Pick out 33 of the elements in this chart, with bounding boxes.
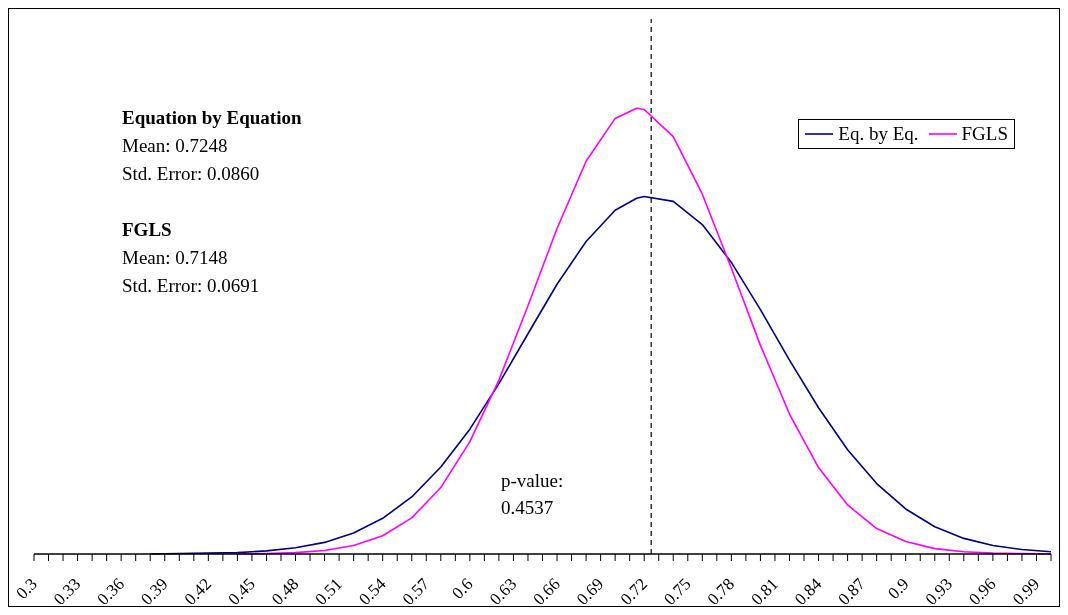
x-tick-label: 0.75 xyxy=(660,574,695,609)
annotation: Mean: 0.7248 xyxy=(122,134,229,158)
annotation: Mean: 0.7148 xyxy=(122,246,229,270)
annotation: Std. Error: 0.0691 xyxy=(122,274,261,298)
x-tick-label: 0.6 xyxy=(448,574,477,603)
x-tick-label: 0.81 xyxy=(747,574,782,609)
x-tick-label: 0.42 xyxy=(180,574,216,609)
x-tick-label: 0.3 xyxy=(12,574,41,603)
x-tick-label: 0.78 xyxy=(703,574,739,609)
x-tick-label: 0.51 xyxy=(311,574,346,609)
x-tick-label: 0.36 xyxy=(93,574,128,609)
x-tick-label: 0.87 xyxy=(834,574,870,609)
x-tick-label: 0.84 xyxy=(790,574,826,609)
x-tick-label: 0.96 xyxy=(965,574,1000,609)
annotation: p-value: 0.4537 xyxy=(501,469,565,520)
legend-label: Eq. by Eq. xyxy=(838,123,919,145)
legend-label: FGLS xyxy=(961,123,1008,145)
x-tick-label: 0.33 xyxy=(49,574,85,609)
x-tick-label: 0.69 xyxy=(572,574,608,609)
x-tick-label: 0.48 xyxy=(267,574,303,609)
x-tick-label: 0.66 xyxy=(529,574,564,609)
x-tick-label: 0.57 xyxy=(398,574,434,609)
x-tick-label: 0.9 xyxy=(884,574,913,603)
x-tick-label: 0.63 xyxy=(485,574,521,609)
annotation: Equation by Equation xyxy=(122,106,302,130)
x-tick-label: 0.54 xyxy=(355,574,390,609)
x-tick-label: 0.45 xyxy=(224,574,259,609)
x-tick-label: 0.72 xyxy=(616,574,652,609)
annotation: FGLS xyxy=(122,218,173,242)
x-tick-label: 0.39 xyxy=(137,574,172,609)
x-tick-label: 0.99 xyxy=(1008,574,1044,609)
annotation: Std. Error: 0.0860 xyxy=(122,162,261,186)
x-tick-label: 0.93 xyxy=(921,574,957,609)
